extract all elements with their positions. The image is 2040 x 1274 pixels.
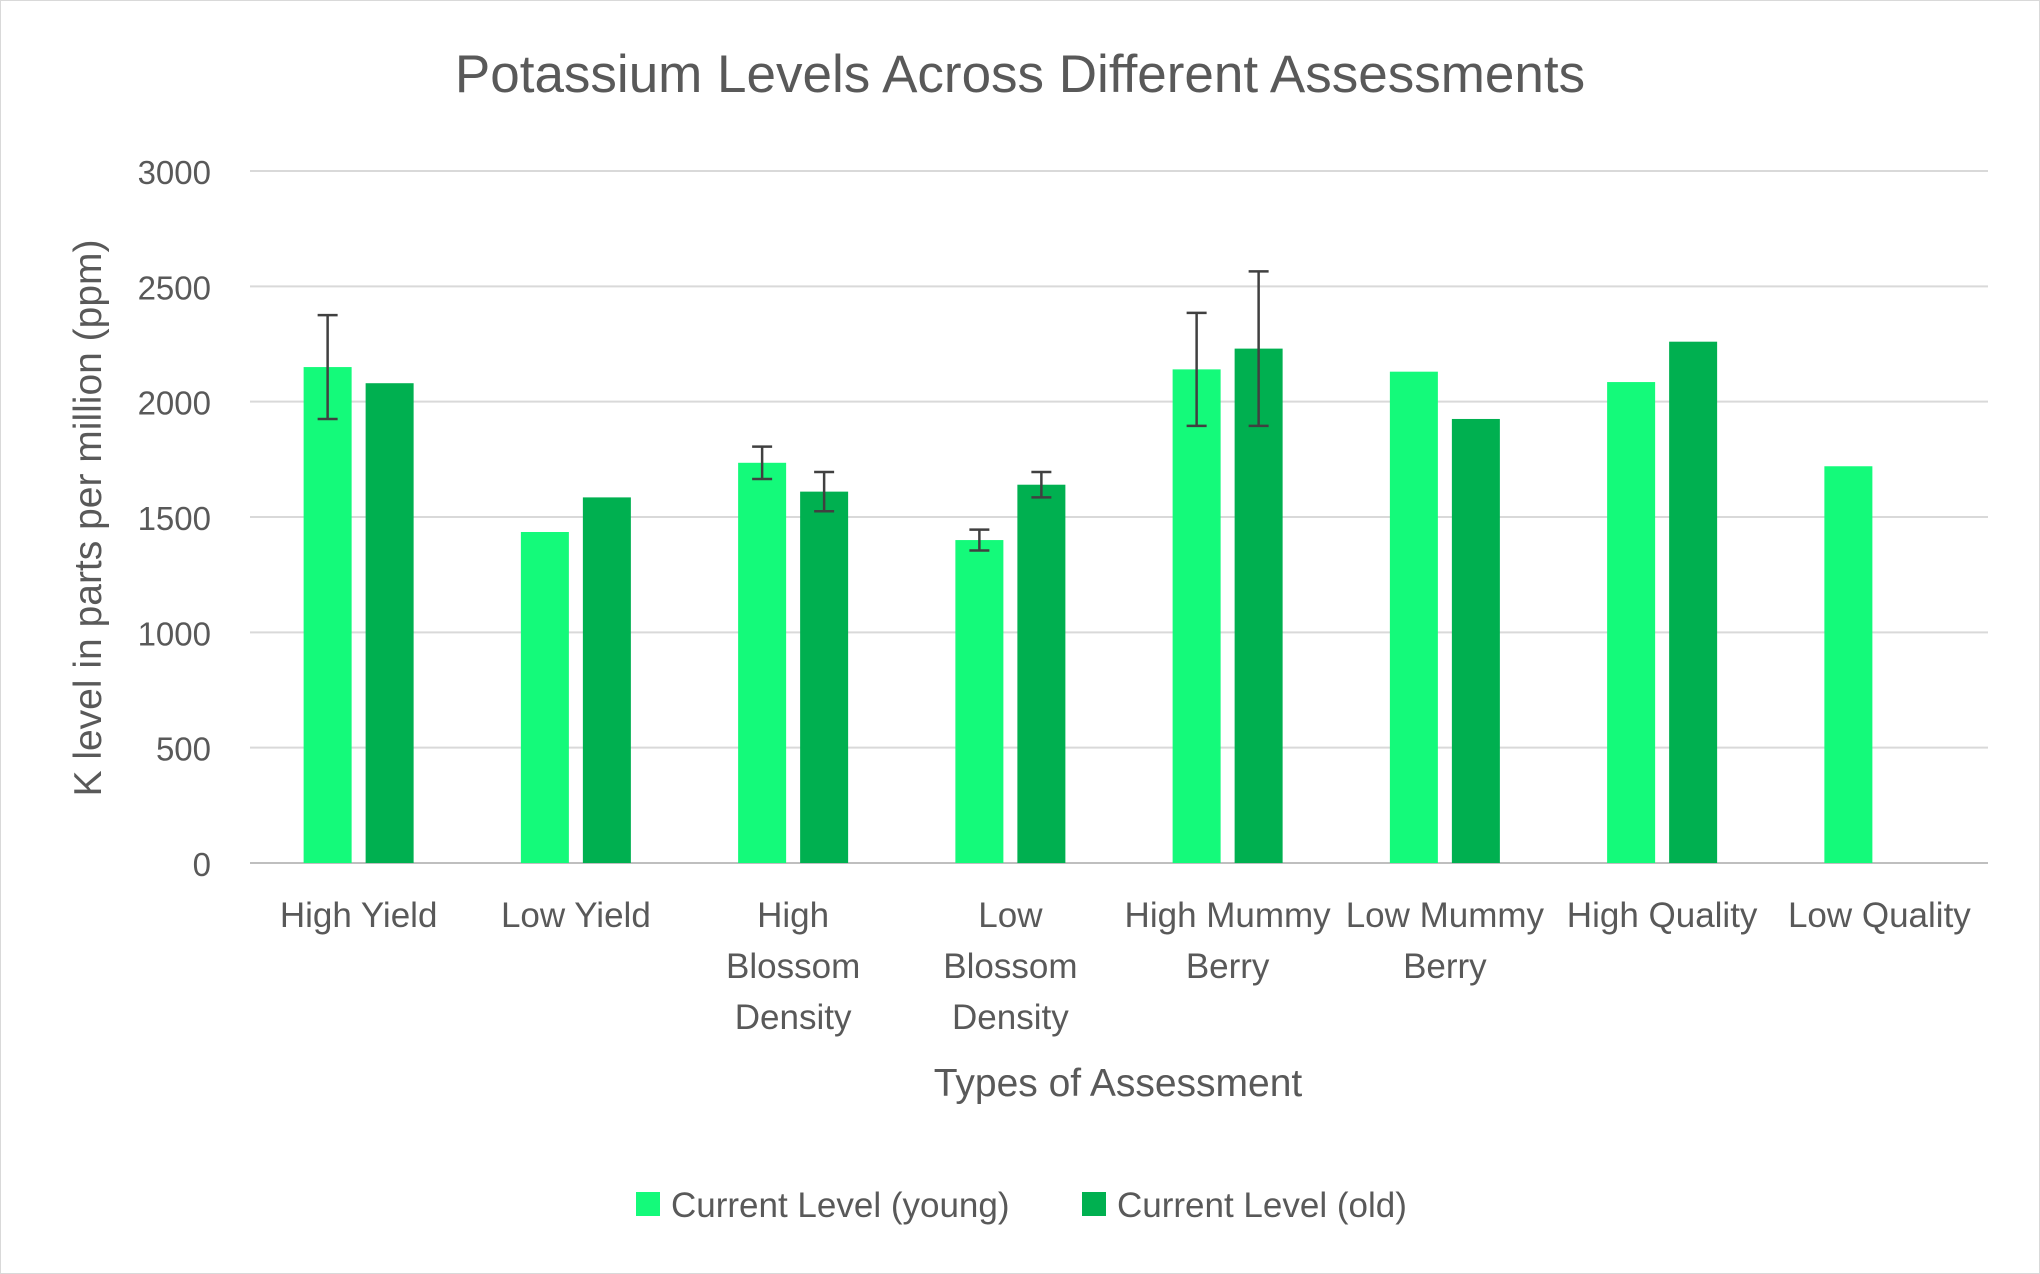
x-tick-label: Blossom	[943, 947, 1077, 986]
bar-old	[800, 491, 849, 863]
x-tick-label: Low Yield	[501, 896, 651, 935]
y-tick-label: 1000	[138, 615, 211, 652]
x-tick-label: Low Mummy	[1346, 896, 1545, 935]
y-tick-label: 2500	[138, 269, 211, 306]
x-tick-labels: High Yield Low Yield High Blossom Density Low…	[280, 896, 1971, 1037]
x-tick-label: Low Quality	[1788, 896, 1971, 935]
y-axis-title: K level in parts per million (ppm)	[67, 239, 110, 796]
error-bar	[752, 445, 773, 481]
y-tick-labels: 0 500 1000 1500 2000 2500 3000	[138, 154, 211, 883]
bar-old	[1669, 341, 1718, 863]
bar-young	[1607, 382, 1656, 863]
legend-item: Current Level (young)	[636, 1186, 1010, 1225]
legend-label: Current Level (young)	[671, 1186, 1010, 1225]
error-bars	[317, 270, 1269, 552]
legend-swatch	[636, 1192, 660, 1216]
bar-young	[1824, 466, 1873, 863]
bar-young	[1389, 371, 1438, 863]
x-tick-label: High Quality	[1567, 896, 1758, 935]
y-tick-label: 3000	[138, 154, 211, 191]
bar-young	[738, 462, 787, 863]
y-tick-label: 500	[156, 731, 211, 768]
error-bar	[969, 528, 990, 552]
error-bar	[317, 313, 338, 421]
bars	[303, 341, 1873, 863]
error-bar	[1031, 470, 1052, 499]
x-tick-label: High Yield	[280, 896, 438, 935]
bar-old	[1451, 418, 1500, 863]
x-tick-label: High Mummy	[1125, 896, 1332, 935]
x-tick-label: Low	[978, 896, 1043, 935]
bar-young	[955, 540, 1004, 863]
bar-old	[1234, 348, 1283, 863]
x-tick-label: Blossom	[726, 947, 860, 986]
chart-title: Potassium Levels Across Different Assess…	[455, 45, 1585, 104]
error-bar	[814, 470, 835, 513]
bar-old	[365, 383, 414, 863]
x-tick-label: High	[757, 896, 829, 935]
x-tick-label: Density	[952, 998, 1069, 1037]
bar-old	[582, 497, 631, 863]
error-bar	[1248, 270, 1269, 428]
legend-item: Current Level (old)	[1082, 1186, 1407, 1225]
legend: Current Level (young) Current Level (old)	[636, 1186, 1407, 1225]
x-tick-label: Density	[735, 998, 852, 1037]
bar-young	[1172, 369, 1221, 863]
error-bar	[1186, 311, 1207, 428]
x-tick-label: Berry	[1186, 947, 1270, 986]
bar-young	[303, 367, 352, 863]
y-tick-label: 0	[193, 846, 211, 883]
y-tick-label: 2000	[138, 385, 211, 422]
x-axis-title: Types of Assessment	[934, 1062, 1303, 1105]
legend-swatch	[1082, 1192, 1106, 1216]
bar-old	[1017, 484, 1066, 863]
gridlines	[250, 170, 1988, 864]
x-tick-label: Berry	[1403, 947, 1487, 986]
legend-label: Current Level (old)	[1117, 1186, 1407, 1225]
y-tick-label: 1500	[138, 500, 211, 537]
bar-young	[520, 531, 569, 863]
